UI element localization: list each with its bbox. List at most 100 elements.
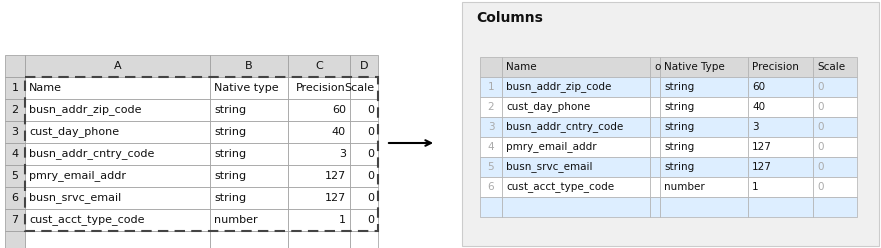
Text: 127: 127: [325, 193, 346, 203]
Text: A: A: [114, 61, 122, 71]
Bar: [813, 97, 857, 117]
Text: 0: 0: [367, 127, 374, 137]
Bar: [25, 77, 210, 99]
Bar: [480, 57, 502, 77]
Bar: [210, 143, 288, 165]
Text: number: number: [214, 215, 257, 225]
Bar: [502, 57, 650, 77]
Bar: [288, 231, 350, 248]
Bar: [650, 97, 660, 117]
Bar: [25, 209, 210, 231]
Text: string: string: [214, 193, 246, 203]
Bar: [480, 77, 502, 97]
Bar: [650, 137, 660, 157]
Bar: [288, 55, 350, 77]
Bar: [748, 97, 813, 117]
Text: Native type: Native type: [214, 83, 278, 93]
Bar: [650, 117, 660, 137]
Bar: [660, 57, 748, 77]
Text: 0: 0: [817, 142, 824, 152]
Text: Scale: Scale: [344, 83, 374, 93]
Bar: [5, 187, 25, 209]
Bar: [660, 77, 748, 97]
Text: 60: 60: [752, 82, 765, 92]
Text: C: C: [315, 61, 322, 71]
Text: 6: 6: [11, 193, 19, 203]
Text: string: string: [664, 162, 694, 172]
Bar: [748, 177, 813, 197]
Bar: [210, 77, 288, 99]
Bar: [350, 209, 378, 231]
Text: 0: 0: [367, 193, 374, 203]
Text: busn_addr_cntry_code: busn_addr_cntry_code: [29, 149, 154, 159]
Bar: [650, 177, 660, 197]
Text: busn_addr_zip_code: busn_addr_zip_code: [29, 105, 142, 116]
Text: Precision: Precision: [296, 83, 346, 93]
Text: busn_addr_cntry_code: busn_addr_cntry_code: [506, 122, 623, 132]
Text: 7: 7: [11, 215, 19, 225]
Bar: [288, 121, 350, 143]
Bar: [480, 177, 502, 197]
Bar: [210, 55, 288, 77]
Bar: [462, 2, 879, 246]
Bar: [350, 77, 378, 99]
Bar: [502, 197, 650, 217]
Text: 6: 6: [488, 182, 494, 192]
Text: 127: 127: [752, 142, 772, 152]
Bar: [748, 57, 813, 77]
Bar: [480, 137, 502, 157]
Bar: [660, 117, 748, 137]
Text: 1: 1: [11, 83, 19, 93]
Text: 3: 3: [11, 127, 19, 137]
Bar: [350, 99, 378, 121]
Bar: [748, 117, 813, 137]
Bar: [813, 57, 857, 77]
Bar: [748, 77, 813, 97]
Bar: [660, 137, 748, 157]
Bar: [25, 143, 210, 165]
Text: string: string: [214, 149, 246, 159]
Text: 3: 3: [752, 122, 759, 132]
Text: o: o: [654, 62, 661, 72]
Text: D: D: [359, 61, 368, 71]
Bar: [480, 197, 502, 217]
Bar: [502, 97, 650, 117]
Bar: [748, 137, 813, 157]
Text: cust_day_phone: cust_day_phone: [29, 126, 119, 137]
Text: pmry_email_addr: pmry_email_addr: [29, 171, 126, 182]
Bar: [288, 99, 350, 121]
Text: pmry_email_addr: pmry_email_addr: [506, 142, 596, 153]
Text: Name: Name: [506, 62, 537, 72]
Bar: [660, 97, 748, 117]
Bar: [288, 187, 350, 209]
Text: busn_addr_zip_code: busn_addr_zip_code: [506, 82, 611, 93]
Text: 4: 4: [488, 142, 494, 152]
Bar: [813, 117, 857, 137]
Bar: [288, 209, 350, 231]
Bar: [813, 137, 857, 157]
Bar: [25, 77, 378, 231]
Bar: [25, 165, 210, 187]
Text: 0: 0: [817, 182, 824, 192]
Bar: [502, 117, 650, 137]
Text: 3: 3: [488, 122, 494, 132]
Bar: [813, 197, 857, 217]
Text: 0: 0: [817, 82, 824, 92]
Bar: [288, 165, 350, 187]
Bar: [210, 99, 288, 121]
Text: cust_acct_type_code: cust_acct_type_code: [506, 182, 614, 192]
Bar: [5, 143, 25, 165]
Text: number: number: [664, 182, 705, 192]
Bar: [480, 157, 502, 177]
Text: 40: 40: [752, 102, 765, 112]
Text: Native Type: Native Type: [664, 62, 725, 72]
Text: 127: 127: [325, 171, 346, 181]
Text: 1: 1: [752, 182, 759, 192]
Bar: [650, 157, 660, 177]
Bar: [5, 231, 25, 248]
Text: string: string: [664, 122, 694, 132]
Bar: [25, 55, 210, 77]
Bar: [5, 99, 25, 121]
Text: 60: 60: [332, 105, 346, 115]
Text: 127: 127: [752, 162, 772, 172]
